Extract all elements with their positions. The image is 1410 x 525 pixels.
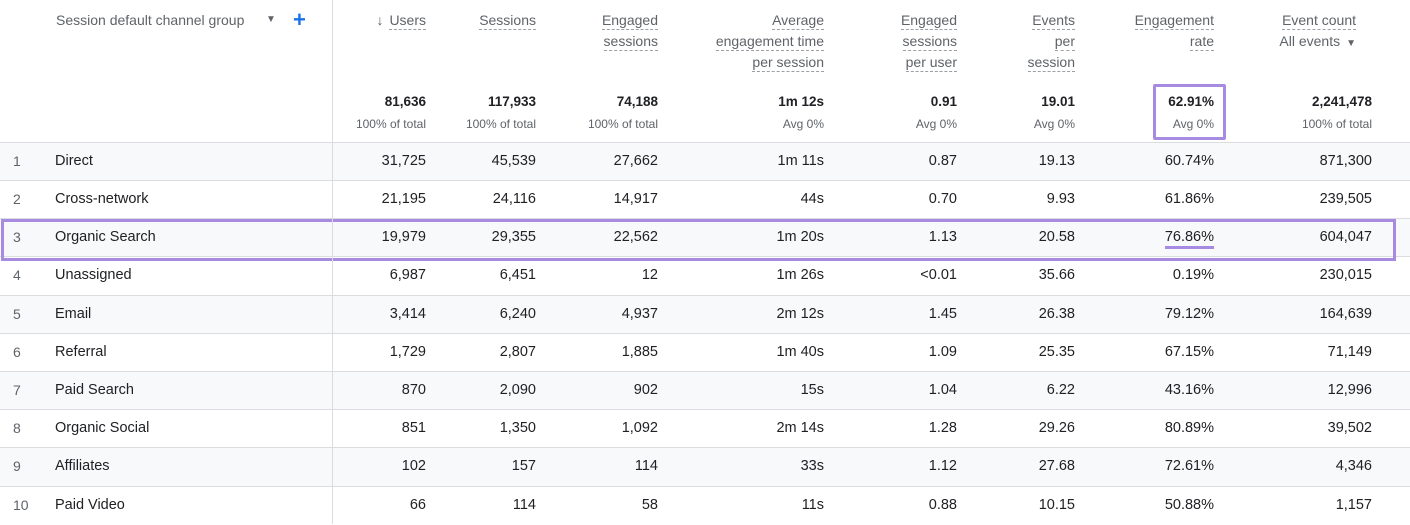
header-engaged-sessions[interactable]: Engaged sessions [601, 12, 658, 51]
event-filter-select[interactable]: All events ▼ [1279, 33, 1356, 49]
table-row[interactable]: 6 Referral 1,729 2,807 1,885 1m 40s 1.09… [0, 333, 1410, 372]
total-engagement-rate: 62.91% Avg 0% [1168, 94, 1214, 131]
table-row[interactable]: 5 Email 3,414 6,240 4,937 2m 12s 1.45 26… [0, 295, 1410, 334]
header-avg-engagement-time[interactable]: Average engagement time per session [715, 12, 824, 72]
engagement-rate-highlight: 76.86% [1164, 229, 1214, 249]
total-event-count: 2,241,478 100% of total [1301, 94, 1372, 131]
table-row[interactable]: 4 Unassigned 6,987 6,451 12 1m 26s <0.01… [0, 256, 1410, 295]
header-engagement-rate[interactable]: Engagement rate [1134, 12, 1214, 51]
arrow-down-icon: ↓ [376, 12, 384, 28]
total-users: 81,636 100% of total [355, 94, 426, 131]
total-events-per-session: 19.01 Avg 0% [1033, 94, 1075, 131]
table-row[interactable]: 7 Paid Search 870 2,090 902 15s 1.04 6.2… [0, 371, 1410, 410]
header-event-count[interactable]: Event count All events ▼ [1279, 12, 1356, 49]
table-row[interactable]: 1 Direct 31,725 45,539 27,662 1m 11s 0.8… [0, 142, 1410, 181]
table-row[interactable]: 10 Paid Video 66 114 58 11s 0.88 10.15 5… [0, 486, 1410, 525]
total-sessions: 117,933 100% of total [465, 94, 536, 131]
total-avg-engagement-time: 1m 12s Avg 0% [778, 94, 824, 131]
organic-search-row-highlight [1, 219, 1396, 261]
engagement-rate-total-highlight [1153, 84, 1226, 140]
dimension-header[interactable]: Session default channel group [56, 12, 245, 28]
plus-icon[interactable]: + [293, 7, 306, 32]
table-row[interactable]: 8 Organic Social 851 1,350 1,092 2m 14s … [0, 409, 1410, 448]
column-divider [332, 0, 333, 524]
table-row[interactable]: 9 Affiliates 102 157 114 33s 1.12 27.68 … [0, 447, 1410, 486]
header-engaged-sessions-per-user[interactable]: Engaged sessions per user [900, 12, 957, 72]
table-row[interactable]: 2 Cross-network 21,195 24,116 14,917 44s… [0, 180, 1410, 219]
total-engaged-sessions: 74,188 100% of total [587, 94, 658, 131]
total-engaged-sessions-per-user: 0.91 Avg 0% [915, 94, 957, 131]
caret-down-icon[interactable]: ▼ [266, 14, 276, 25]
header-events-per-session[interactable]: Events per session [1027, 12, 1075, 72]
caret-down-icon: ▼ [1346, 38, 1356, 49]
header-users[interactable]: ↓ Users [376, 10, 426, 31]
header-sessions[interactable]: Sessions [479, 12, 536, 30]
table-row[interactable]: 3 Organic Search 19,979 29,355 22,562 1m… [0, 218, 1410, 257]
